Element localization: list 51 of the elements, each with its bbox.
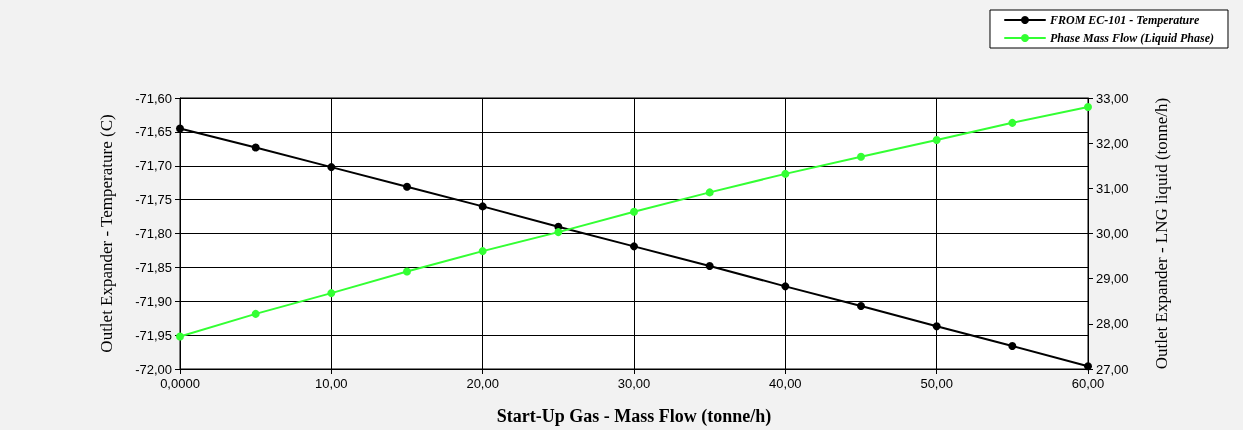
y2-tick-label: 33,00 (1096, 90, 1129, 106)
y2-tick-label: 31,00 (1096, 180, 1129, 196)
x-tick-label: 20,00 (466, 376, 499, 391)
y-axis-title: Outlet Expander - Temperature (C) (97, 114, 116, 353)
point (781, 282, 790, 291)
y2-tick-label: 29,00 (1096, 271, 1129, 287)
y-tick-label: -72,00 (135, 361, 172, 377)
point (251, 309, 260, 318)
point (857, 301, 865, 310)
point (478, 202, 487, 211)
point (554, 228, 563, 237)
point (932, 136, 941, 144)
x-tick-label: 10,00 (315, 376, 348, 391)
y-tick-label: -71,65 (135, 124, 172, 140)
point (1008, 341, 1017, 350)
x-tick-label: 0,0000 (160, 376, 200, 391)
point (1084, 362, 1092, 371)
point (327, 289, 336, 298)
y-tick-label: -71,80 (135, 226, 172, 241)
x-tick-label: 50,00 (920, 376, 953, 391)
point (403, 267, 411, 276)
point (857, 152, 865, 161)
y2-axis-title: Outlet Expander - LNG liquid (tonne/h) (1152, 97, 1171, 370)
point (327, 163, 336, 172)
point (1084, 103, 1092, 112)
x-tick-label: 30,00 (617, 376, 651, 391)
y-tick-label: -71,85 (135, 259, 172, 275)
point (932, 322, 941, 331)
y-tick-label: -71,60 (135, 90, 172, 106)
y-tick-label: -71,90 (135, 293, 172, 309)
y2-tick-label: 27,00 (1096, 361, 1129, 377)
point (1008, 118, 1017, 127)
point (781, 169, 790, 178)
y2-tick-label: 32,00 (1096, 135, 1129, 151)
legend-label: Phase Mass Flow (Liquid Phase) (1049, 31, 1214, 45)
y2-tick-label: 30,00 (1096, 226, 1129, 241)
y-tick-label: -71,75 (135, 192, 172, 208)
point (630, 207, 638, 216)
legend-label: FROM EC-101 - Temperature (1048, 13, 1200, 27)
x-tick-label: 60,00 (1071, 376, 1105, 391)
point (705, 262, 714, 271)
y-tick-label: -71,95 (135, 327, 172, 343)
point (403, 182, 411, 191)
point (705, 188, 714, 197)
x-tick-label: 40,00 (769, 376, 802, 391)
y2-tick-label: 28,00 (1096, 316, 1129, 332)
point (630, 242, 638, 251)
y-tick-label: -71,70 (135, 158, 172, 174)
point (251, 143, 260, 152)
point (478, 247, 487, 256)
x-axis-title: Start-Up Gas - Mass Flow (tonne/h) (496, 406, 772, 427)
